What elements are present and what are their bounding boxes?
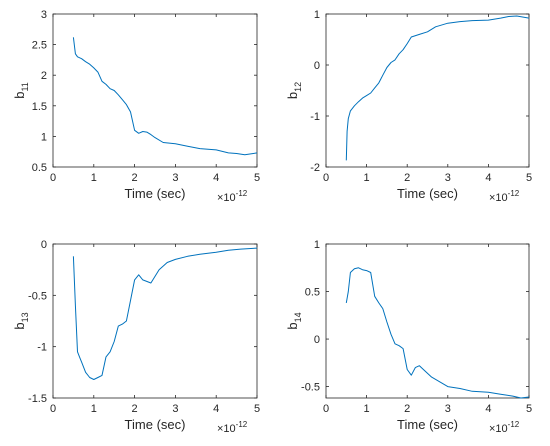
- x-tick-label: 0: [50, 172, 56, 184]
- y-axis-title: b13: [12, 312, 30, 329]
- y-axis-title-sub: 11: [20, 82, 30, 91]
- y-tick-label: -1: [37, 342, 47, 354]
- axes-box: [325, 13, 530, 168]
- x-tick-label: 2: [132, 403, 138, 415]
- x-tick-label: 4: [485, 172, 491, 184]
- x-tick-label: 1: [364, 403, 370, 415]
- x-axis-title: Time (sec): [125, 186, 186, 201]
- x-tick-label: 2: [132, 172, 138, 184]
- y-tick-label: 1: [314, 239, 320, 251]
- y-tick-label: 0: [314, 334, 320, 346]
- y-axis-title-main: b: [12, 322, 27, 329]
- y-axis-title-main: b: [12, 92, 27, 99]
- x-exponent-power: -12: [236, 189, 248, 198]
- y-axis-title: b14: [285, 312, 303, 329]
- y-axis-title-sub: 13: [20, 312, 30, 322]
- x-axis-title: Time (sec): [125, 417, 186, 432]
- chart-panel-3: 0 1 2 3 4 5 -1.5 -1 -0.5 0 Time (sec) ×10-12 b13: [12, 239, 260, 435]
- x-tick-label: 4: [213, 172, 219, 184]
- x-axis-title: Time (sec): [397, 186, 458, 201]
- y-axis-title: b12: [285, 82, 303, 99]
- x-tick-label: 5: [526, 172, 532, 184]
- y-axis-title-main: b: [285, 92, 300, 99]
- series-line: [345, 15, 530, 161]
- y-axis-title-sub: 14: [293, 312, 303, 322]
- x-tick-label: 3: [172, 172, 178, 184]
- y-tick-label: -0.5: [28, 290, 47, 302]
- x-tick-label: 2: [404, 403, 410, 415]
- x-tick-label: 0: [323, 172, 329, 184]
- axes-box: [52, 13, 258, 168]
- x-exponent-power: -12: [236, 420, 248, 429]
- y-tick-label: 2: [41, 70, 47, 82]
- y-tick-label: 3: [41, 9, 47, 21]
- series-line: [72, 37, 258, 156]
- y-tick-label: 2.5: [32, 40, 47, 52]
- x-exponent-power: -12: [508, 189, 520, 198]
- series-line: [72, 247, 258, 380]
- x-exponent-label: ×10-12: [217, 189, 248, 204]
- x-tick-label: 5: [526, 403, 532, 415]
- x-tick-label: 1: [91, 403, 97, 415]
- y-tick-label: -2: [310, 162, 320, 174]
- x-tick-label: 4: [485, 403, 491, 415]
- y-tick-label: 1: [41, 131, 47, 143]
- x-exponent-power: -12: [508, 420, 520, 429]
- y-tick-label: 1.5: [32, 101, 47, 113]
- x-tick-label: 2: [404, 172, 410, 184]
- x-tick-label: 0: [50, 403, 56, 415]
- chart-panel-1: 0 1 2 3 4 5 0.5 1 1.5 2 2.5 3 Time (sec) ×10-12 b11: [12, 9, 260, 204]
- x-tick-label: 3: [172, 403, 178, 415]
- x-tick-label: 5: [254, 403, 260, 415]
- x-tick-label: 1: [91, 172, 97, 184]
- axes-box: [325, 243, 530, 399]
- x-exponent-label: ×10-12: [489, 420, 520, 435]
- y-tick-label: 0: [314, 60, 320, 72]
- axes-box: [52, 243, 258, 399]
- x-tick-label: 3: [445, 403, 451, 415]
- y-tick-label: 1: [314, 9, 320, 21]
- y-tick-label: -0.5: [301, 382, 320, 394]
- x-exponent-label: ×10-12: [217, 420, 248, 435]
- y-tick-label: 0: [41, 239, 47, 251]
- x-exponent-label: ×10-12: [489, 189, 520, 204]
- y-tick-label: -1: [310, 111, 320, 123]
- y-tick-label: -1.5: [28, 393, 47, 405]
- x-tick-label: 4: [213, 403, 219, 415]
- x-axis-title: Time (sec): [397, 417, 458, 432]
- x-tick-label: 3: [445, 172, 451, 184]
- x-tick-label: 0: [323, 403, 329, 415]
- y-tick-label: 0.5: [305, 287, 320, 299]
- x-tick-label: 5: [254, 172, 260, 184]
- y-axis-title-sub: 12: [293, 82, 303, 92]
- series-line: [345, 267, 530, 399]
- y-tick-label: 0.5: [32, 162, 47, 174]
- y-axis-title-main: b: [285, 322, 300, 329]
- x-tick-label: 1: [364, 172, 370, 184]
- y-axis-title: b11: [12, 82, 30, 99]
